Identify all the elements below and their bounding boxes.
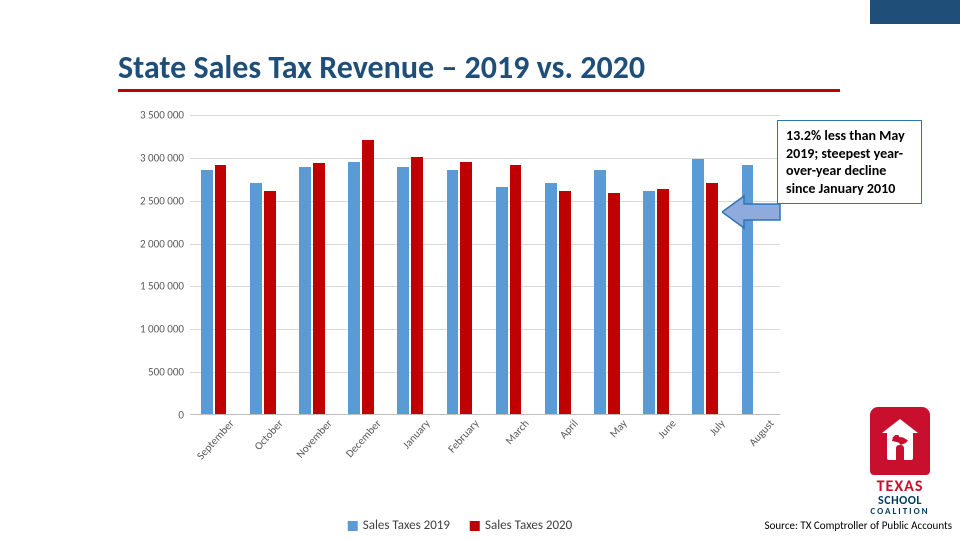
y-tick-label: 3 500 000 (120, 109, 184, 122)
y-tick-label: 2 500 000 (120, 194, 184, 207)
bar (447, 170, 459, 414)
brand-logo: TEXAS SCHOOL COALITION (835, 407, 960, 512)
bar (313, 163, 325, 414)
bar (643, 191, 655, 414)
bar (362, 140, 374, 414)
legend-label-2019: Sales Taxes 2019 (363, 518, 450, 533)
schoolhouse-icon (882, 419, 918, 463)
callout-arrow-icon (722, 192, 782, 232)
bar-chart: 0 500 000 1 000 000 1 500 000 2 000 000 2 500… (120, 115, 800, 475)
bar (692, 159, 704, 414)
bar (250, 183, 262, 414)
y-tick-label: 1 500 000 (120, 280, 184, 293)
bar (657, 189, 669, 414)
logo-badge (870, 407, 930, 475)
callout: 13.2% less than May 2019; steepest year-… (777, 120, 922, 204)
bar (608, 193, 620, 414)
logo-line3: COALITION (835, 507, 960, 516)
legend-item-2020: Sales Taxes 2020 (470, 518, 572, 533)
bar (706, 183, 718, 414)
logo-line1: TEXAS (835, 479, 960, 495)
bar (215, 165, 227, 414)
chart-title: State Sales Tax Revenue – 2019 vs. 2020 (118, 50, 840, 85)
bar (559, 191, 571, 414)
bar (496, 187, 508, 414)
y-tick-label: 2 000 000 (120, 237, 184, 250)
source-text: Source: TX Comptroller of Public Account… (765, 519, 952, 532)
bar (411, 157, 423, 414)
bar (460, 162, 472, 414)
title-underline (118, 89, 840, 92)
y-tick-label: 0 (120, 409, 184, 422)
legend: Sales Taxes 2019 Sales Taxes 2020 (348, 518, 573, 533)
legend-swatch-2020 (470, 521, 480, 531)
plot-area: 0500 0001 000 0001 500 0002 000 0002 500… (190, 115, 780, 415)
gridline (190, 115, 780, 116)
callout-text: 13.2% less than May 2019; steepest year-… (777, 120, 922, 204)
bar (264, 191, 276, 414)
bar (510, 165, 522, 414)
logo-text: TEXAS SCHOOL COALITION (835, 479, 960, 516)
bar (348, 162, 360, 414)
legend-label-2020: Sales Taxes 2020 (485, 518, 572, 533)
y-tick-label: 500 000 (120, 366, 184, 379)
bar (397, 167, 409, 414)
slide: State Sales Tax Revenue – 2019 vs. 2020 … (0, 0, 960, 540)
bar (299, 167, 311, 414)
legend-swatch-2019 (348, 521, 358, 531)
y-tick-label: 1 000 000 (120, 323, 184, 336)
top-accent-box (870, 0, 960, 24)
bar (545, 183, 557, 414)
bar (594, 170, 606, 414)
title-wrap: State Sales Tax Revenue – 2019 vs. 2020 (118, 50, 840, 92)
legend-item-2019: Sales Taxes 2019 (348, 518, 450, 533)
y-tick-label: 3 000 000 (120, 151, 184, 164)
bar (201, 170, 213, 414)
